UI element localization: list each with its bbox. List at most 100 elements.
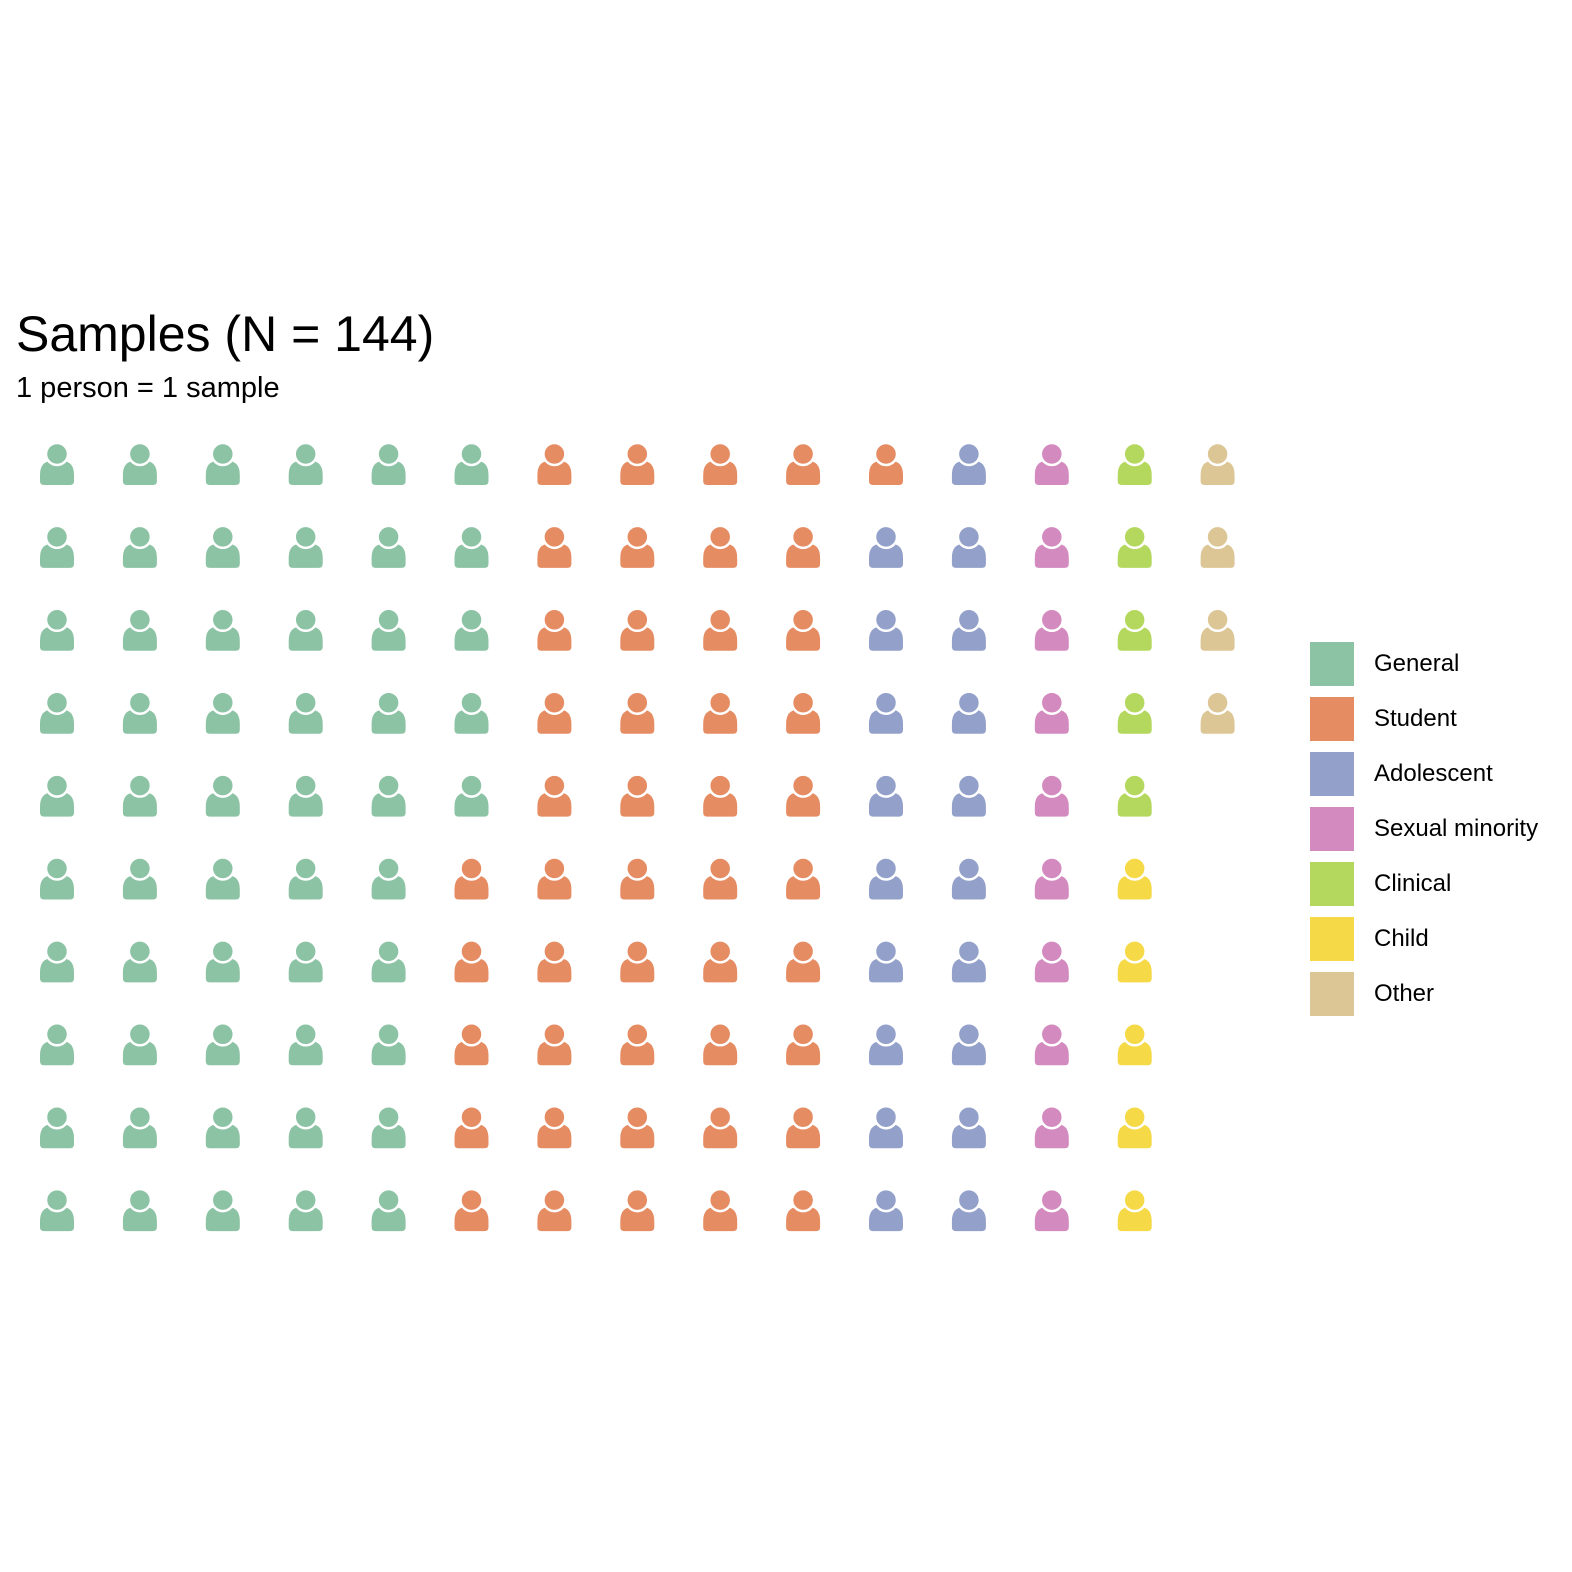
person-icon xyxy=(869,939,903,983)
person-icon xyxy=(205,441,240,485)
person-icon xyxy=(371,441,406,485)
legend-label: Child xyxy=(1374,925,1429,952)
legend-swatch xyxy=(1310,697,1354,741)
person-icon xyxy=(786,939,821,983)
person-icon xyxy=(786,1104,821,1149)
person-icon xyxy=(703,690,738,734)
person-icon xyxy=(703,441,738,485)
person-icon xyxy=(122,1187,157,1232)
person-icon xyxy=(786,1022,821,1066)
legend-label: General xyxy=(1374,650,1460,677)
person-icon xyxy=(122,524,157,568)
person-icon xyxy=(288,441,323,485)
person-icon xyxy=(951,524,986,568)
person-icon xyxy=(122,607,157,651)
person-icon xyxy=(537,773,572,817)
person-icon xyxy=(703,856,738,900)
person-icon xyxy=(951,773,986,817)
legend-item: Adolescent xyxy=(1310,752,1572,796)
person-icon xyxy=(703,524,738,568)
person-icon xyxy=(620,690,655,734)
person-icon xyxy=(786,856,821,900)
person-icon xyxy=(1034,441,1069,485)
person-icon xyxy=(40,441,74,485)
legend-item: Student xyxy=(1310,697,1572,741)
person-icon xyxy=(1117,607,1152,651)
person-icon xyxy=(122,441,157,485)
legend-item: Sexual minority xyxy=(1310,807,1572,851)
legend-item: Other xyxy=(1310,972,1572,1016)
pictogram-grid xyxy=(40,441,1235,1232)
person-icon xyxy=(869,1022,903,1066)
person-icon xyxy=(288,1187,323,1232)
legend-item: General xyxy=(1310,642,1572,686)
person-icon xyxy=(703,1022,738,1066)
person-icon xyxy=(288,690,323,734)
person-icon xyxy=(1200,524,1235,568)
legend-item: Clinical xyxy=(1310,862,1572,906)
person-icon xyxy=(371,856,406,900)
person-icon xyxy=(786,773,821,817)
person-icon xyxy=(1034,939,1069,983)
person-icon xyxy=(786,607,821,651)
person-icon xyxy=(620,607,655,651)
person-icon xyxy=(869,441,903,485)
person-icon xyxy=(1117,939,1152,983)
person-icon xyxy=(371,1104,406,1149)
person-icon xyxy=(1034,856,1069,900)
person-icon xyxy=(454,524,489,568)
person-icon xyxy=(371,1187,406,1232)
person-icon xyxy=(951,1104,986,1149)
person-icon xyxy=(703,773,738,817)
person-icon xyxy=(371,524,406,568)
person-icon xyxy=(288,607,323,651)
person-icon xyxy=(122,939,157,983)
person-icon xyxy=(454,1187,489,1232)
person-icon xyxy=(1200,441,1235,485)
person-icon xyxy=(371,690,406,734)
person-icon xyxy=(40,773,74,817)
legend-swatch xyxy=(1310,862,1354,906)
person-icon xyxy=(620,939,655,983)
person-icon xyxy=(1200,690,1235,734)
person-icon xyxy=(620,524,655,568)
person-icon xyxy=(869,856,903,900)
person-icon xyxy=(1117,441,1152,485)
legend-swatch xyxy=(1310,807,1354,851)
person-icon xyxy=(40,607,74,651)
person-icon xyxy=(537,856,572,900)
person-icon xyxy=(869,524,903,568)
person-icon xyxy=(288,1104,323,1149)
person-icon xyxy=(122,773,157,817)
person-icon xyxy=(1034,524,1069,568)
legend-swatch xyxy=(1310,642,1354,686)
person-icon xyxy=(288,524,323,568)
person-icon xyxy=(869,1104,903,1149)
person-icon xyxy=(454,690,489,734)
person-icon xyxy=(537,607,572,651)
person-icon xyxy=(454,856,489,900)
person-icon xyxy=(620,856,655,900)
person-icon xyxy=(1117,773,1152,817)
person-icon xyxy=(40,690,74,734)
person-icon xyxy=(40,939,74,983)
person-icon xyxy=(205,856,240,900)
chart-subtitle: 1 person = 1 sample xyxy=(16,372,280,404)
person-icon xyxy=(288,939,323,983)
legend-swatch xyxy=(1310,917,1354,961)
person-icon xyxy=(1117,1104,1152,1149)
person-icon xyxy=(205,773,240,817)
person-icon xyxy=(869,607,903,651)
person-icon xyxy=(1117,856,1152,900)
person-icon xyxy=(288,1022,323,1066)
person-icon xyxy=(869,690,903,734)
person-icon xyxy=(1117,1187,1152,1232)
person-icon xyxy=(122,1022,157,1066)
person-icon xyxy=(537,690,572,734)
person-icon xyxy=(205,1022,240,1066)
person-icon xyxy=(40,1022,74,1066)
person-icon xyxy=(537,441,572,485)
person-icon xyxy=(40,1187,74,1232)
person-icon xyxy=(122,690,157,734)
